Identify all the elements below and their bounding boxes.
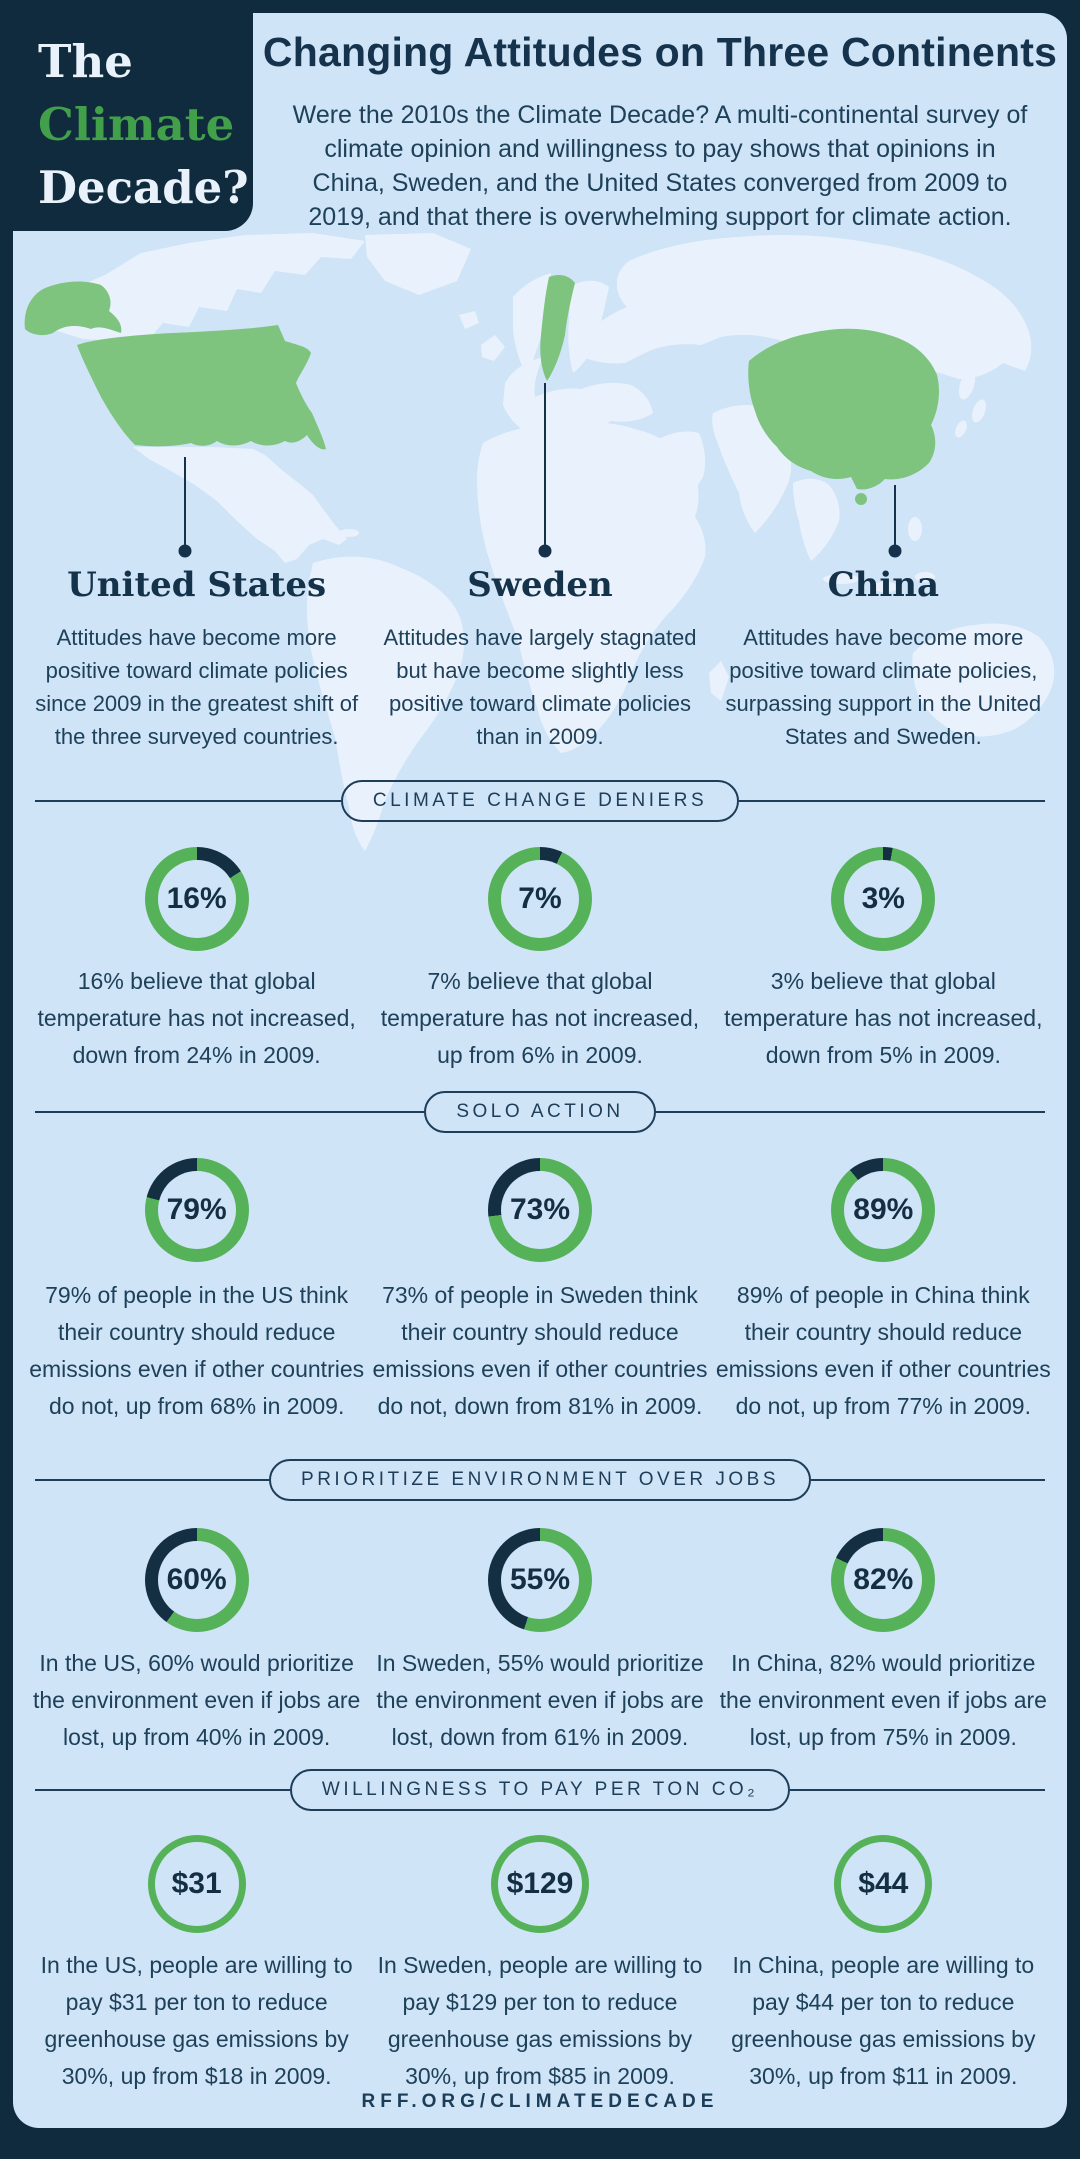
section-divider-willingness-to-pay: WILLINGNESS TO PAY PER TON CO₂ — [35, 1768, 1045, 1812]
stat-caption: In the US, people are willing to pay $31… — [40, 1952, 353, 2089]
donut-row-environment-jobs: 60% 55% 82% — [25, 1528, 1055, 1632]
section-divider-deniers: CLIMATE CHANGE DENIERS — [35, 779, 1045, 823]
page-subtitle: Were the 2010s the Climate Decade? A mul… — [292, 101, 1028, 231]
donut-chart-us-environment: 60% — [144, 1528, 249, 1632]
stat-caption: In Sweden, 55% would prioritize the envi… — [376, 1650, 704, 1750]
donut-value: 7% — [518, 882, 562, 915]
price-value: $44 — [858, 1867, 909, 1900]
donut-chart-china-environment: 82% — [831, 1528, 936, 1632]
price-value: $31 — [171, 1867, 222, 1900]
section-label-deniers: CLIMATE CHANGE DENIERS — [340, 780, 740, 822]
country-blurb: Attitudes have become more positive towa… — [35, 625, 359, 749]
brand-block: The Climate Decade? — [0, 0, 253, 231]
map-landmasses — [51, 233, 1055, 851]
price-circle-us: $31 — [147, 1835, 246, 1933]
stat-caption: 89% of people in China think their count… — [715, 1282, 1051, 1419]
page-title: Changing Attitudes on Three Continents — [262, 29, 1058, 75]
country-blurb: Attitudes have become more positive towa… — [725, 625, 1042, 749]
stat-caption: 16% believe that global temperature has … — [37, 968, 356, 1068]
donut-chart-us-solo: 79% — [144, 1158, 249, 1262]
divider-line — [35, 1111, 425, 1113]
donut-chart-sweden-solo: 73% — [487, 1158, 592, 1262]
donut-value: 79% — [166, 1193, 227, 1226]
donut-chart-sweden-environment: 55% — [487, 1528, 592, 1632]
country-sweden: Sweden Attitudes have largely stagnated … — [368, 565, 711, 753]
donut-value: 3% — [861, 882, 905, 915]
divider-line — [790, 1789, 1045, 1791]
country-china: China Attitudes have become more positiv… — [712, 565, 1055, 753]
map-sweden — [540, 275, 575, 381]
stat-caption: In Sweden, people are willing to pay $12… — [377, 1952, 703, 2089]
caption-row-environment-jobs: In the US, 60% would prioritize the envi… — [25, 1645, 1055, 1756]
section-label-environment-jobs: PRIORITIZE ENVIRONMENT OVER JOBS — [269, 1459, 811, 1501]
donut-chart-china-solo: 89% — [831, 1158, 936, 1262]
section-label-willingness-to-pay: WILLINGNESS TO PAY PER TON CO₂ — [289, 1769, 791, 1811]
divider-line — [739, 800, 1045, 802]
footer-url: RFF.ORG/CLIMATEDECADE — [361, 2091, 719, 2112]
map-china — [748, 328, 939, 490]
caption-row-deniers: 16% believe that global temperature has … — [25, 963, 1055, 1074]
map-highlighted-countries — [24, 275, 939, 505]
donut-row-solo-action: 79% 73% 89% — [25, 1158, 1055, 1262]
pin-dot-china — [888, 544, 902, 558]
map-pins — [178, 383, 902, 558]
country-name: Sweden — [467, 565, 613, 605]
donut-chart-sweden-deniers: 7% — [487, 847, 592, 951]
country-blurb: Attitudes have largely stagnated but hav… — [383, 625, 697, 749]
section-divider-solo-action: SOLO ACTION — [35, 1090, 1045, 1134]
stat-caption: 79% of people in the US think their coun… — [29, 1282, 365, 1419]
donut-value: 73% — [509, 1193, 570, 1226]
country-name: China — [827, 565, 940, 605]
brand-line-the: The — [38, 35, 133, 88]
stat-caption: 73% of people in Sweden think their coun… — [372, 1282, 708, 1419]
caption-row-solo-action: 79% of people in the US think their coun… — [25, 1277, 1055, 1425]
divider-line — [35, 800, 341, 802]
divider-line — [35, 1789, 290, 1791]
country-name: United States — [67, 565, 327, 605]
brand-line-climate: Climate — [38, 98, 235, 151]
stat-caption: In China, 82% would prioritize the envir… — [719, 1650, 1047, 1750]
world-map — [24, 233, 1055, 851]
circle-row-willingness-to-pay: $31 $129 $44 — [25, 1835, 1055, 1933]
section-divider-environment-jobs: PRIORITIZE ENVIRONMENT OVER JOBS — [35, 1458, 1046, 1502]
section-label-solo-action: SOLO ACTION — [424, 1091, 656, 1133]
divider-line — [811, 1479, 1046, 1481]
country-united-states: United States Attitudes have become more… — [25, 565, 368, 753]
caption-row-willingness-to-pay: In the US, people are willing to pay $31… — [25, 1947, 1055, 2095]
content-panel: Changing Attitudes on Three Continents W… — [13, 13, 1067, 2128]
stat-caption: 3% believe that global temperature has n… — [724, 968, 1043, 1068]
price-circle-china: $44 — [834, 1835, 933, 1933]
stat-caption: In the US, 60% would prioritize the envi… — [33, 1650, 361, 1750]
brand-line-decade: Decade? — [38, 161, 249, 214]
donut-value: 16% — [166, 882, 227, 915]
pin-dot-united-states — [178, 544, 192, 558]
donut-chart-us-deniers: 16% — [144, 847, 249, 951]
donut-chart-china-deniers: 3% — [831, 847, 936, 951]
header: Changing Attitudes on Three Continents W… — [253, 29, 1067, 234]
divider-line — [35, 1479, 270, 1481]
donut-value: 60% — [166, 1563, 227, 1596]
countries-row: United States Attitudes have become more… — [25, 565, 1055, 753]
donut-value: 55% — [509, 1563, 570, 1596]
donut-row-deniers: 16% 7% 3% — [25, 847, 1055, 951]
divider-line — [655, 1111, 1045, 1113]
price-value: $129 — [506, 1867, 574, 1900]
map-alaska — [24, 281, 122, 336]
donut-value: 89% — [853, 1193, 914, 1226]
map-united-states — [77, 325, 326, 450]
stat-caption: 7% believe that global temperature has n… — [380, 968, 700, 1068]
price-circle-sweden: $129 — [490, 1835, 589, 1933]
stat-caption: In China, people are willing to pay $44 … — [731, 1952, 1036, 2089]
pin-dot-sweden — [538, 544, 552, 558]
donut-value: 82% — [853, 1563, 914, 1596]
